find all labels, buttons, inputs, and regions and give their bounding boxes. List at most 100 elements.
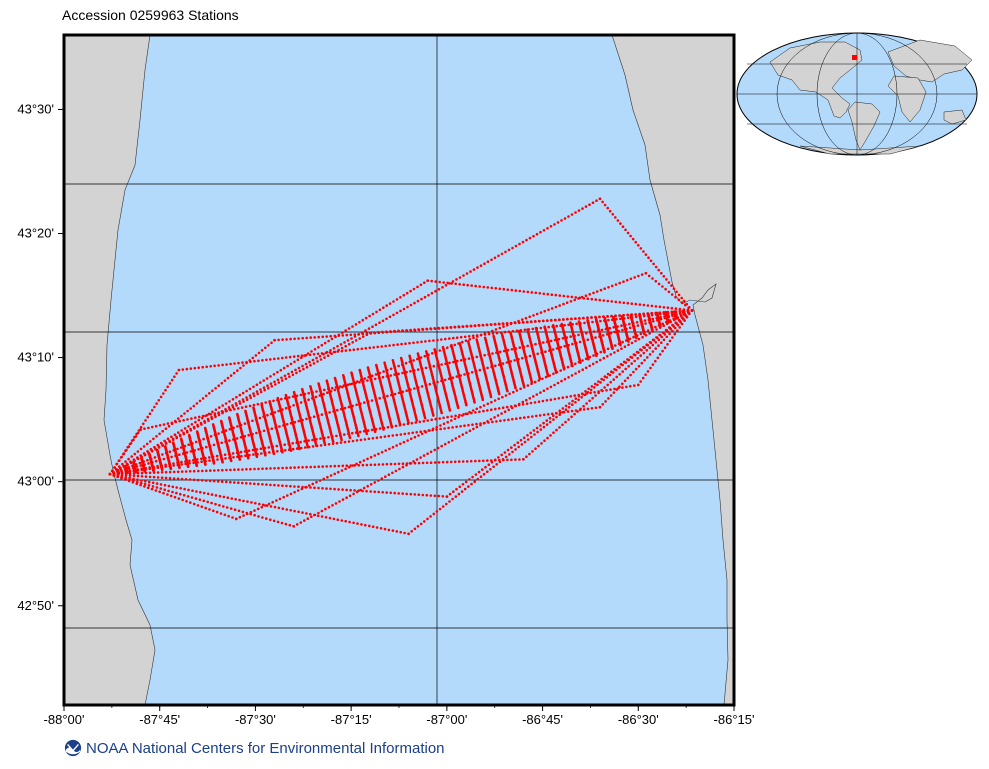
station-point [678,311,682,315]
station-point [389,491,393,495]
station-point [525,398,528,402]
station-point [662,324,665,328]
station-point [425,327,428,331]
station-point [567,215,570,218]
station-point [599,350,603,354]
station-point [307,439,310,442]
station-point [666,343,669,346]
station-point [674,307,678,310]
station-point [449,460,453,464]
station-point [211,389,214,393]
station-point [371,437,375,440]
station-point [120,469,123,473]
station-point [459,425,462,428]
station-point [379,435,383,439]
station-point [370,428,374,432]
station-point [501,395,504,399]
station-point [617,386,620,390]
station-point [364,347,368,350]
station-point [491,329,494,333]
station-point [662,311,665,314]
station-point [172,438,175,442]
station-point [408,341,411,345]
station-point [433,448,437,452]
station-point [570,409,574,413]
station-point [276,370,279,374]
station-point [240,454,243,458]
station-point [510,288,514,292]
station-point [320,343,324,347]
station-point [542,292,546,296]
station-point [189,367,193,370]
station-point [327,436,330,439]
station-point [614,344,617,347]
station-point [248,387,252,391]
station-point [547,325,550,329]
station-point [147,480,151,484]
station-point [136,468,140,471]
station-point [241,361,244,364]
station-point [273,411,277,414]
station-point [577,333,580,337]
station-point [195,402,199,405]
station-point [136,431,140,435]
station-point [327,443,331,446]
station-point [462,274,465,277]
station-point [399,433,403,436]
station-point [475,334,479,337]
station-point [593,382,597,386]
station-point [581,368,584,372]
station-point [581,393,584,396]
station-point [192,478,196,482]
station-point [267,344,270,347]
station-point [635,350,639,354]
station-point [412,287,416,291]
station-point [459,335,463,339]
station-point [157,399,161,402]
station-point [642,314,646,318]
station-point [252,453,255,456]
station-point [261,467,264,471]
station-point [148,412,152,416]
station-point [366,379,369,382]
station-point [472,268,476,271]
station-point [393,462,397,466]
station-point [458,283,462,286]
station-point [652,262,655,266]
station-point [494,364,497,368]
station-point [425,461,429,465]
station-point [189,407,192,410]
station-point [360,347,364,351]
station-point [534,447,537,451]
station-point [311,482,315,486]
station-point [159,395,163,399]
station-point [662,338,666,342]
station-point [192,502,196,506]
station-point [303,519,306,522]
station-point [521,400,525,404]
station-point [487,463,491,467]
station-point [528,236,532,240]
station-point [571,342,574,346]
station-point [249,510,253,514]
station-point [280,397,283,401]
station-point [381,491,385,494]
station-point [178,453,181,457]
station-point [152,471,156,474]
station-point [576,410,579,413]
station-point [654,347,657,350]
station-point [185,500,188,503]
station-point [259,447,263,451]
station-point [423,295,427,299]
station-point [645,343,648,347]
station-point [497,322,501,326]
station-point [231,452,235,455]
station-point [361,318,365,322]
station-point [470,482,473,486]
station-point [314,395,318,399]
station-point [249,360,252,364]
station-point [586,316,589,320]
station-point [252,385,255,389]
station-point [258,416,262,420]
station-point [467,335,471,338]
